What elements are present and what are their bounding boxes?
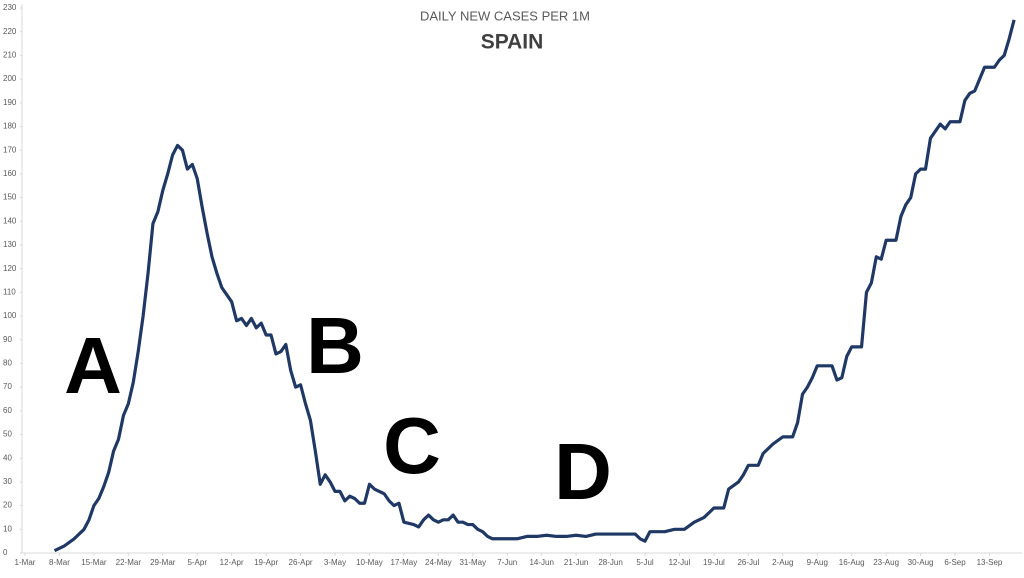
y-tick-label: 230 (3, 3, 17, 12)
x-tick-label: 14-Jun (529, 558, 553, 567)
y-tick-label: 200 (3, 74, 17, 83)
x-tick-label: 15-Mar (81, 558, 107, 567)
x-tick-label: 6-Sep (944, 558, 966, 567)
x-tick-label: 10-May (356, 558, 383, 567)
y-tick-label: 100 (3, 311, 17, 320)
annotation: B (306, 301, 364, 390)
y-tick-label: 0 (3, 548, 8, 557)
y-tick-label: 60 (3, 406, 12, 415)
chart-title: DAILY NEW CASES PER 1M (420, 8, 590, 23)
x-tick-label: 22-Mar (116, 558, 142, 567)
x-tick-label: 2-Aug (772, 558, 793, 567)
x-tick-label: 5-Jul (636, 558, 654, 567)
y-tick-label: 170 (3, 145, 17, 154)
y-tick-label: 90 (3, 335, 12, 344)
x-tick-label: 19-Jul (703, 558, 725, 567)
x-tick-label: 31-May (459, 558, 486, 567)
x-tick-label: 7-Jun (497, 558, 517, 567)
y-tick-label: 210 (3, 51, 17, 60)
annotation: A (64, 321, 122, 410)
y-tick-label: 140 (3, 216, 17, 225)
y-tick-label: 20 (3, 501, 12, 510)
y-tick-label: 40 (3, 453, 12, 462)
x-tick-label: 17-May (391, 558, 418, 567)
x-tick-label: 28-Jun (598, 558, 622, 567)
x-tick-label: 8-Mar (49, 558, 70, 567)
y-tick-label: 180 (3, 122, 17, 131)
y-tick-label: 160 (3, 169, 17, 178)
y-tick-label: 80 (3, 359, 12, 368)
x-tick-label: 24-May (425, 558, 452, 567)
x-tick-label: 21-Jun (564, 558, 588, 567)
annotation: C (383, 401, 441, 490)
x-tick-label: 12-Apr (220, 558, 244, 567)
y-tick-label: 130 (3, 240, 17, 249)
y-tick-label: 30 (3, 477, 12, 486)
x-tick-label: 16-Aug (839, 558, 865, 567)
x-tick-label: 5-Apr (187, 558, 207, 567)
x-tick-label: 26-Jul (737, 558, 759, 567)
y-tick-label: 120 (3, 264, 17, 273)
x-tick-label: 29-Mar (150, 558, 176, 567)
y-tick-label: 50 (3, 430, 12, 439)
chart-subtitle: SPAIN (481, 31, 544, 54)
line (53, 19, 1016, 553)
y-tick-label: 220 (3, 27, 17, 36)
x-tick-label: 26-Apr (289, 558, 313, 567)
annotation: D (554, 427, 612, 516)
y-tick-label: 150 (3, 193, 17, 202)
x-tick-label: 1-Mar (15, 558, 36, 567)
x-tick-label: 12-Jul (669, 558, 691, 567)
x-tick-label: 9-Aug (807, 558, 828, 567)
y-tick-label: 70 (3, 382, 12, 391)
x-tick-label: 19-Apr (254, 558, 278, 567)
x-tick-label: 13-Sep (977, 558, 1003, 567)
x-tick-label: 23-Aug (873, 558, 899, 567)
y-tick-label: 10 (3, 524, 12, 533)
x-tick-label: 30-Aug (908, 558, 934, 567)
y-tick-label: 110 (3, 287, 16, 296)
y-tick-label: 190 (3, 98, 17, 107)
x-tick-label: 3-May (324, 558, 346, 567)
